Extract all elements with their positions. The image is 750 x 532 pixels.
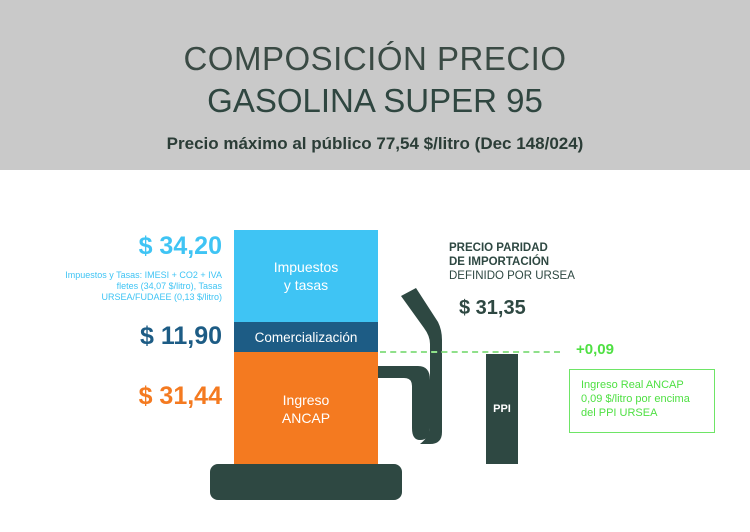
ancap-note-box: Ingreso Real ANCAP 0,09 $/litro por enci… [569, 369, 715, 433]
segment-label: Impuestos [273, 259, 339, 275]
ppi-heading: PRECIO PARIDAD DE IMPORTACIÓN DEFINIDO P… [449, 241, 575, 283]
segment-comercializacion: Comercialización [234, 322, 378, 352]
ppi-value: $ 31,35 [459, 297, 526, 319]
title-line1: COMPOSICIÓN PRECIO [183, 40, 567, 77]
segment-label: ANCAP [281, 409, 331, 426]
segment-ingreso-ancap: Ingreso ANCAP [234, 352, 378, 465]
header-band [0, 0, 750, 170]
pump-base [210, 464, 402, 500]
ppi-bar: PPI [486, 354, 518, 464]
ppi-heading-line1: PRECIO PARIDAD [449, 242, 548, 254]
segment-impuestos: Impuestos y tasas [234, 230, 378, 322]
note-line2: 0,09 $/litro por encima [581, 393, 690, 405]
subtitle: Precio máximo al público 77,54 $/litro (… [166, 134, 584, 153]
dashed-reference-line [380, 351, 560, 353]
ppi-heading-line3: DEFINIDO POR URSEA [449, 270, 575, 282]
taxes-value: $ 34,20 [138, 232, 222, 260]
taxes-note: Impuestos y Tasas: IMESI + CO2 + IVA fle… [65, 270, 222, 302]
segment-label: Comercialización [254, 329, 358, 345]
commercialization-value: $ 11,90 [139, 322, 222, 350]
segment-label: Ingreso [282, 391, 330, 408]
ancap-value: $ 31,44 [138, 382, 222, 410]
ppi-heading-line2: DE IMPORTACIÓN [449, 256, 550, 268]
difference-value: +0,09 [576, 341, 614, 358]
ppi-bar-label: PPI [493, 403, 511, 415]
note-line3: del PPI URSEA [581, 407, 658, 419]
segment-label: y tasas [283, 277, 329, 293]
title-line2: GASOLINA SUPER 95 [207, 82, 543, 119]
note-line1: Ingreso Real ANCAP [581, 379, 684, 391]
